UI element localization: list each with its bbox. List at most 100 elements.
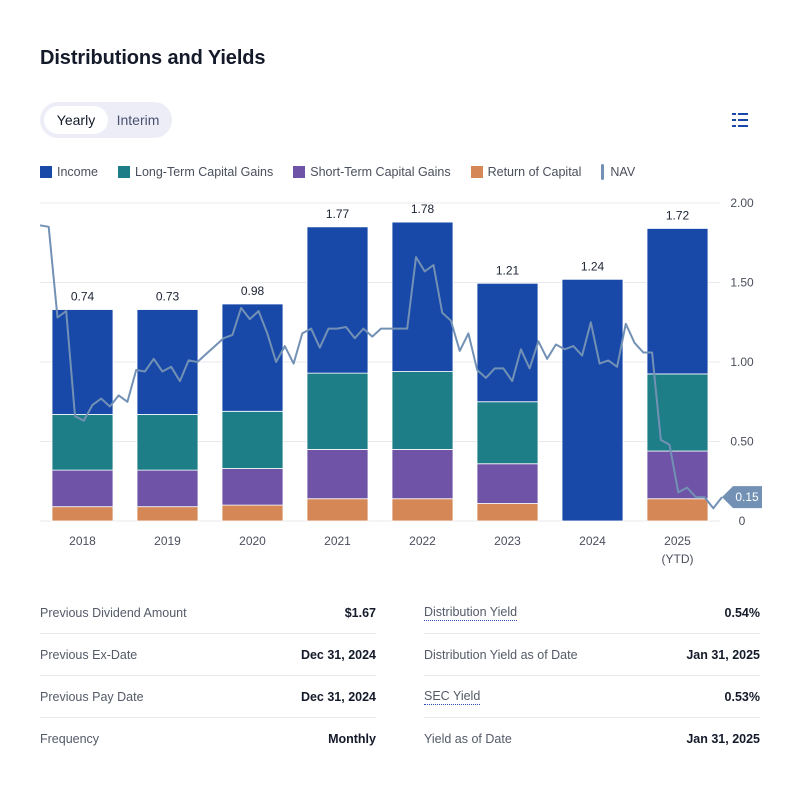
bar-roc: [476, 503, 539, 522]
stat-label: Yield as of Date: [424, 732, 512, 746]
bar-income: [476, 282, 539, 403]
bar-roc: [646, 498, 709, 522]
y-tick-label: 2.00: [730, 196, 754, 210]
axes: 0 0.50 1.00 1.50 2.00 2018 2019 2020 2021 2022 202…: [69, 196, 754, 566]
legend-label: Income: [57, 165, 98, 179]
y-tick-label: 0.50: [730, 435, 754, 449]
x-tick-label: 2019: [154, 534, 181, 548]
stat-row: Previous Ex-Date Dec 31, 2024: [40, 634, 376, 676]
legend-item-roc[interactable]: Return of Capital: [470, 165, 582, 179]
bar-income: [646, 228, 709, 375]
stat-row: Yield as of Date Jan 31, 2025: [424, 718, 760, 760]
stat-row: Distribution Yield as of Date Jan 31, 20…: [424, 634, 760, 676]
legend-swatch-stcg: [293, 166, 306, 178]
bar-stcg: [476, 463, 539, 504]
legend-label: NAV: [610, 165, 636, 179]
tab-interim[interactable]: Interim: [116, 112, 160, 128]
distribution-yield-tooltip-link[interactable]: Distribution Yield: [424, 604, 518, 621]
bar-total-label: 1.78: [411, 202, 435, 216]
bar-roc: [306, 498, 369, 522]
stat-row: Previous Dividend Amount $1.67: [40, 592, 376, 634]
bar-ltcg: [221, 410, 284, 469]
x-tick-label: 2018: [69, 534, 96, 548]
bar-stcg: [136, 469, 199, 508]
legend-item-ltcg[interactable]: Long-Term Capital Gains: [118, 165, 273, 179]
stat-label: Distribution Yield as of Date: [424, 647, 578, 662]
bar-ltcg: [136, 414, 199, 471]
stat-label: Previous Dividend Amount: [40, 605, 187, 620]
period-toggle: Yearly Interim: [40, 102, 172, 138]
table-view-button[interactable]: [728, 110, 752, 130]
x-tick-label: 2022: [409, 534, 436, 548]
nav-last-value-label: 0.15: [735, 490, 759, 504]
bar-total-label: 1.24: [581, 259, 605, 273]
stat-value: 0.53%: [724, 689, 760, 704]
list-icon: [732, 113, 748, 127]
bar-ltcg: [391, 371, 454, 450]
bars: [51, 221, 709, 522]
bar-total-label: 1.72: [666, 208, 690, 222]
y-tick-label: 1.50: [730, 276, 754, 290]
stat-label: Frequency: [40, 732, 100, 746]
stat-row: Previous Pay Date Dec 31, 2024: [40, 676, 376, 718]
stat-value: Monthly: [328, 732, 376, 746]
distribution-stats: Previous Dividend Amount $1.67 Previous …: [40, 592, 376, 760]
stat-row: Frequency Monthly: [40, 718, 376, 760]
stat-row: Distribution Yield 0.54%: [424, 592, 760, 634]
bar-stcg: [51, 469, 114, 508]
bar-stcg: [306, 449, 369, 500]
stat-label: Previous Pay Date: [40, 689, 144, 704]
yield-stats: Distribution Yield 0.54% Distribution Yi…: [424, 592, 760, 760]
bar-ltcg: [476, 401, 539, 465]
bar-stcg: [221, 468, 284, 506]
stat-value: Dec 31, 2024: [300, 647, 376, 662]
legend-label: Short-Term Capital Gains: [310, 165, 451, 179]
tab-yearly[interactable]: Yearly: [44, 106, 108, 134]
stat-row: SEC Yield 0.53%: [424, 676, 760, 718]
legend-swatch-income: [40, 166, 52, 178]
y-tick-label: 0: [739, 514, 746, 528]
bar-income: [306, 226, 369, 374]
distributions-chart: 0.74 0.73 0.981.77 1.781.21 1.241.72 0.15 00…: [39, 196, 762, 566]
legend-swatch-nav: [601, 164, 605, 180]
nav-line-group: 0.15: [39, 224, 762, 510]
legend-label: Return of Capital: [487, 165, 582, 179]
sec-yield-tooltip-link[interactable]: SEC Yield: [424, 688, 481, 705]
legend-item-stcg[interactable]: Short-Term Capital Gains: [293, 165, 451, 179]
x-tick-label: 2025: [664, 534, 691, 548]
bar-income: [221, 303, 284, 412]
x-tick-sublabel: (YTD): [662, 552, 694, 566]
bar-total-label: 0.73: [156, 290, 180, 304]
stat-value: Jan 31, 2025: [686, 732, 760, 746]
bar-roc: [221, 504, 284, 522]
bar-roc: [51, 506, 114, 522]
stat-label: Previous Ex-Date: [40, 647, 138, 662]
stat-value: Jan 31, 2025: [686, 647, 760, 662]
bar-income: [561, 278, 624, 522]
bar-total-label: 0.98: [241, 284, 265, 298]
nav-line: [39, 224, 723, 510]
bar-income: [51, 309, 114, 415]
stat-value: 0.54%: [724, 605, 760, 620]
x-tick-label: 2023: [494, 534, 521, 548]
legend-item-nav[interactable]: NAV: [601, 164, 635, 180]
bar-ltcg: [306, 372, 369, 450]
bar-total-label: 1.21: [496, 263, 520, 277]
bar-roc: [391, 498, 454, 522]
nav-last-value-flag: [722, 486, 762, 509]
bar-stcg: [391, 449, 454, 500]
bar-roc: [136, 506, 199, 522]
stat-value: $1.67: [344, 605, 376, 620]
legend-swatch-roc: [470, 166, 483, 178]
x-tick-label: 2024: [579, 534, 606, 548]
chart-legend: Income Long-Term Capital Gains Short-Ter…: [40, 164, 655, 180]
stat-value: Dec 31, 2024: [300, 689, 376, 704]
legend-swatch-ltcg: [118, 166, 130, 178]
y-tick-label: 1.00: [730, 355, 754, 369]
bar-total-label: 1.77: [326, 207, 350, 221]
legend-label: Long-Term Capital Gains: [135, 165, 274, 179]
legend-item-income[interactable]: Income: [40, 165, 98, 179]
bar-ltcg: [51, 414, 114, 471]
bar-labels: 0.74 0.73 0.98 1.77 1.78 1.21 1.24 1.72: [71, 202, 690, 303]
bar-income: [391, 221, 454, 372]
